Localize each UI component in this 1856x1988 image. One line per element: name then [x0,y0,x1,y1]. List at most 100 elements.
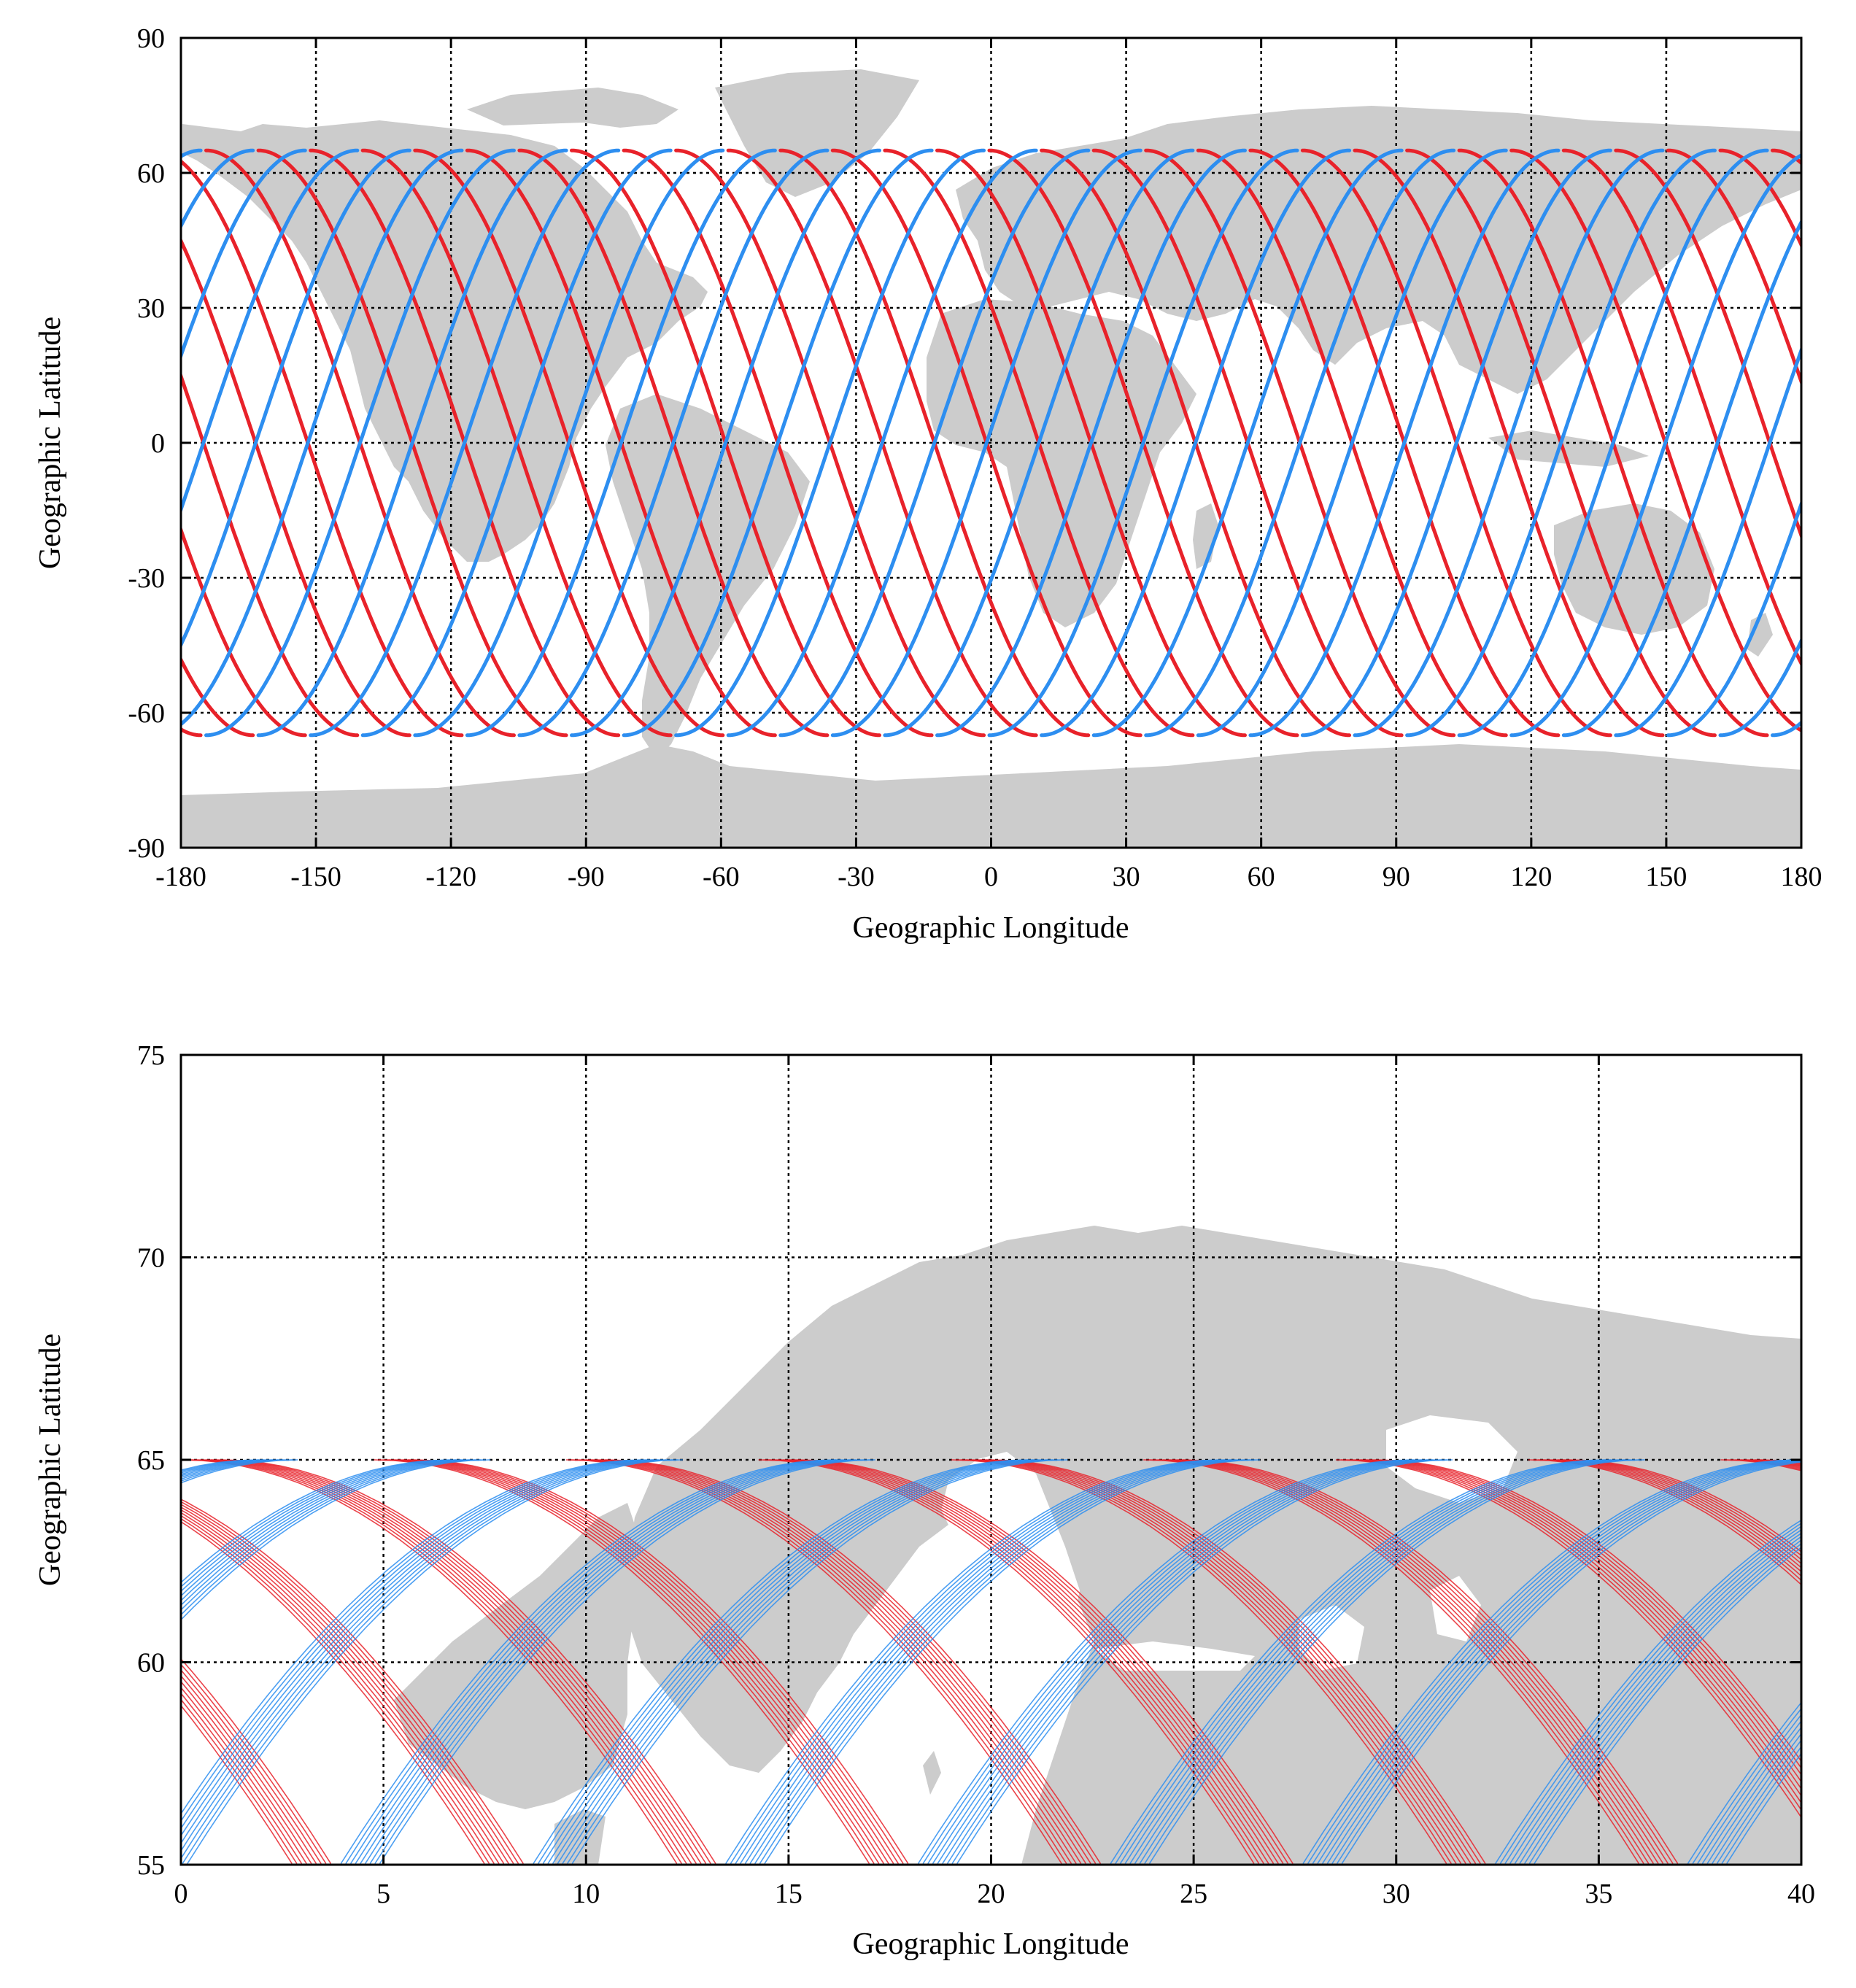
ascending-track [1534,1547,1801,1864]
ascending-track [1702,1720,1801,1864]
x-axis-label: Geographic Longitude [852,1927,1129,1961]
descending-track [0,1460,138,1863]
y-tick-label: 90 [137,23,165,54]
descending-track [1562,1459,1801,1557]
axis-ticks [179,36,1803,849]
ascending-track [1495,1519,1801,1864]
descending-track [374,1459,870,1864]
ascending-track [1139,1459,1636,1864]
y-tick-label: -90 [128,833,165,864]
descending-track [1364,1459,1801,1776]
ascending-track [1500,1523,1801,1864]
ascending-track [181,1459,467,1597]
ascending-track [181,1459,491,1621]
ascending-track [1504,1525,1801,1864]
descending-track [984,1459,1481,1864]
x-tick-label: 0 [174,1879,188,1909]
y-tick-labels: 90 60 30 0 -30 -60 -90 [128,23,165,864]
x-tick-label: 35 [1585,1879,1612,1909]
ascending-track [1317,1459,1801,1864]
descending-track [1557,1459,1801,1560]
ascending-track [340,1459,837,1864]
ascending-track [204,148,516,738]
descending-track [1533,1459,1801,1582]
ascending-track [1040,148,1352,738]
ascending-track [764,1459,1261,1864]
ascending-track [922,1459,1419,1864]
ascending-track [562,1459,1059,1864]
y-tick-labels: 75 70 65 60 55 [137,1040,165,1881]
ascending-track [181,1459,669,1852]
ascending-track [725,1459,1222,1864]
ascending-track [557,1459,1053,1864]
ascending-track [1697,1714,1801,1864]
ascending-track [181,1459,274,1475]
ascending-track [181,1459,659,1837]
descending-track [1374,1459,1801,1763]
descending-track [1335,1459,1801,1819]
descending-track [576,1459,1072,1864]
descending-track [201,1459,697,1864]
ascending-track [1341,1461,1801,1864]
y-axis-label: Geographic Latitude [34,317,67,569]
ascending-track [547,1459,1044,1864]
ascending-track [181,1459,476,1606]
descending-track [1542,1459,1801,1573]
x-axis-label: Geographic Longitude [852,911,1129,945]
ascending-track [538,1459,1034,1864]
descending-track [181,1521,485,1864]
ascending-track [1331,1460,1801,1864]
ascending-track [181,1459,649,1822]
descending-track [1158,1459,1654,1864]
ascending-track [1149,1459,1645,1864]
y-tick-label: -60 [128,698,165,729]
ascending-track [1091,148,1404,738]
descending-track [388,1459,884,1864]
ascending-track [937,1459,1434,1864]
ascending-track [256,148,568,738]
ascending-track [374,1459,871,1864]
ascending-track [181,1459,482,1612]
y-tick-label: 60 [137,1648,165,1679]
descending-track [181,1698,298,1864]
descending-track [1340,1459,1801,1811]
descending-track [1360,1459,1801,1783]
descending-track [210,1459,707,1864]
descending-track [590,1459,1086,1864]
descending-track [398,1459,894,1864]
ascending-track [778,148,1091,738]
ascending-track [1248,148,1561,738]
ascending-track [1337,1461,1801,1864]
land-madagascar [1193,503,1218,569]
ascending-track [181,1459,298,1484]
descending-track [181,1692,302,1864]
ascending-track [754,1459,1251,1864]
ascending-track [1110,1459,1606,1864]
descending-track [787,1459,1284,1864]
x-tick-label: -150 [290,862,341,892]
descending-track [585,1459,1082,1864]
descending-track [181,1686,307,1864]
ascending-track [730,1459,1226,1864]
descending-track [1528,1459,1801,1586]
x-tick-label: -60 [703,862,740,892]
ascending-track [740,1459,1237,1864]
descending-track [1355,1459,1801,1790]
ascending-track [1687,1701,1801,1864]
x-tick-label: 40 [1787,1879,1815,1909]
ascending-track [181,148,360,515]
ascending-track [951,1459,1448,1864]
ascending-track [1300,148,1612,738]
descending-track [181,1668,322,1864]
x-tick-label: 20 [978,1879,1005,1909]
ascending-track [571,1459,1068,1864]
ascending-track [181,148,307,362]
ascending-track [1405,148,1717,738]
ascending-track [542,1459,1039,1864]
global-ground-track-map: -180 -150 -120 -90 -60 -30 0 30 60 90 120 150 180 90… [34,23,1822,945]
descending-track [181,1658,331,1864]
ascending-track [1692,1707,1801,1864]
ascending-track [932,1459,1428,1864]
ascending-track [956,1459,1453,1864]
